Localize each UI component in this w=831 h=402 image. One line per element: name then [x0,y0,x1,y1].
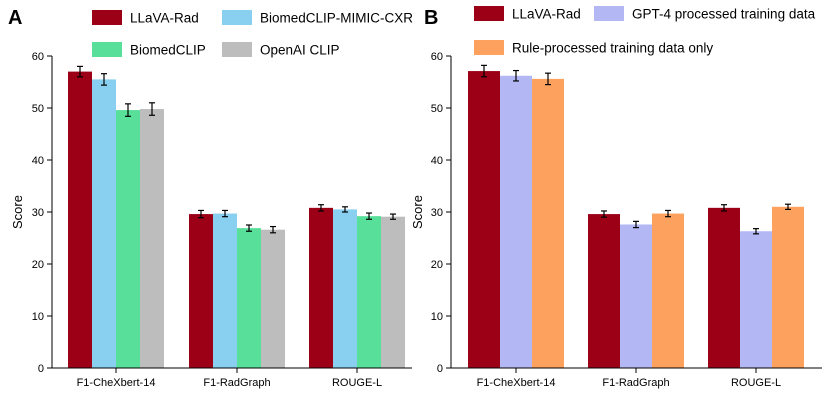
bar [620,224,652,368]
x-tick-label: ROUGE-L [731,377,781,389]
legend-label: LLaVA-Rad [512,7,581,22]
x-tick-label: F1-CheXbert-14 [477,377,556,389]
legend-label: BiomedCLIP-MIMIC-CXR [260,11,413,26]
legend-label: GPT-4 processed training data [632,7,816,22]
legend-label: BiomedCLIP [130,43,206,58]
legend-swatch [92,42,122,57]
bar [357,216,381,368]
chart-panel-b: B LLaVA-Rad GPT-4 processed training data R… [410,6,822,389]
bar [468,71,500,368]
y-tick-label: 0 [437,363,443,375]
legend-swatch [474,40,504,55]
legend-swatch [222,10,252,25]
legend-swatch [92,10,122,25]
bar [500,75,532,368]
y-tick-label: 30 [431,207,443,219]
y-tick-label: 40 [32,155,44,167]
bar [740,231,772,368]
bar [213,213,237,368]
bar [116,110,140,368]
y-tick-label: 0 [38,363,44,375]
bar [68,71,92,368]
y-axis-title: Score [410,195,425,229]
y-tick-label: 30 [32,207,44,219]
legend-swatch [222,42,252,57]
y-tick-label: 10 [32,311,44,323]
legend-label: OpenAI CLIP [260,43,340,58]
y-tick-label: 20 [32,259,44,271]
bar [237,228,261,368]
bar [381,216,405,368]
legend-label: LLaVA-Rad [130,11,199,26]
panel-label: A [8,7,22,29]
bar [772,206,804,368]
y-tick-label: 60 [32,51,44,63]
x-tick-label: F1-CheXbert-14 [77,377,156,389]
bar [309,207,333,368]
y-tick-label: 20 [431,259,443,271]
bar [189,214,213,368]
legend-swatch [594,6,624,21]
legend-label: Rule-processed training data only [512,41,713,56]
bar [652,213,684,368]
y-tick-label: 10 [431,311,443,323]
bar [140,109,164,368]
y-tick-label: 60 [431,51,443,63]
y-tick-label: 50 [431,103,443,115]
bar [261,229,285,368]
bar [708,207,740,368]
bar [333,209,357,368]
y-tick-label: 50 [32,103,44,115]
y-tick-label: 40 [431,155,443,167]
y-axis-title: Score [10,195,25,229]
x-tick-label: F1-RadGraph [602,377,669,389]
panel-label: B [424,7,438,29]
bar [588,214,620,368]
legend-swatch [474,6,504,21]
chart-panel-a: A LLaVA-Rad BiomedCLIP-MIMIC-CXR BiomedCLIP… [8,7,413,389]
bar [92,79,116,369]
bar [532,78,564,368]
x-tick-label: ROUGE-L [332,377,382,389]
x-tick-label: F1-RadGraph [203,377,270,389]
